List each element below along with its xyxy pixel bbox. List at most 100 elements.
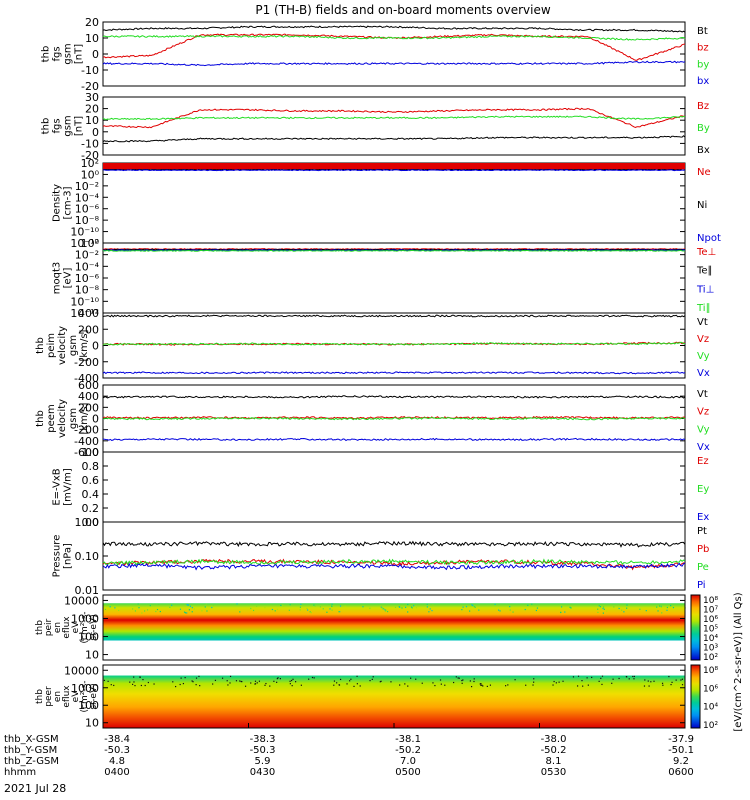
spectrogram-speck	[107, 680, 109, 682]
series-line-Ti∥	[102, 249, 686, 252]
spectrogram-speck	[645, 610, 647, 612]
y-axis-label: [eV]	[63, 268, 74, 289]
spectrogram-speck	[189, 605, 192, 607]
y-axis-label: sr-eV)	[89, 614, 99, 640]
spectrogram-speck	[250, 682, 252, 684]
spectrogram-speck	[191, 680, 193, 682]
spectrogram-speck	[308, 678, 310, 680]
legend-label: By	[697, 123, 710, 134]
spectrogram-speck	[307, 609, 309, 611]
y-tick-label: 10⁻⁴	[75, 260, 100, 273]
spectrogram-speck	[193, 608, 195, 610]
spectrogram-speck	[294, 681, 297, 683]
spectrogram-speck	[457, 677, 459, 679]
legend-label: bz	[697, 43, 709, 54]
y-tick-label: 10⁻²	[75, 249, 99, 262]
spectrogram-speck	[474, 606, 476, 608]
spectrogram-speck	[623, 611, 625, 613]
y-tick-label: 10	[85, 649, 99, 662]
series-line-Bx	[102, 135, 686, 143]
spectrogram-speck	[602, 606, 605, 608]
spectrogram-speck	[186, 612, 188, 614]
spectrogram-speck	[369, 607, 371, 609]
spectrogram-speck	[283, 605, 285, 607]
legend-label: Bt	[697, 26, 708, 37]
panel-5: 400 200 0 -200 -400 thb peim velocity gsm [km/s] V…	[35, 307, 710, 385]
spectrogram-speck	[299, 609, 301, 611]
spectrogram-speck	[339, 678, 342, 681]
y-axis-label: gsm	[63, 43, 74, 64]
colorbar-tick-label: 10²	[703, 653, 718, 663]
spectrogram-speck	[480, 684, 482, 686]
series-line-Pi	[102, 562, 686, 571]
spectrogram-speck	[169, 606, 171, 608]
spectrogram-speck	[333, 684, 335, 686]
spectrogram-speck	[171, 604, 173, 606]
spectrogram-speck	[587, 684, 589, 686]
x-tick-label: -38.1	[395, 734, 421, 745]
spectrogram-speck	[428, 611, 430, 613]
spectrogram-speck	[179, 608, 182, 610]
spectrogram-speck	[183, 611, 186, 613]
spectrogram-speck	[271, 608, 274, 611]
spectrogram-speck	[497, 609, 500, 611]
y-tick-label: -200	[74, 424, 99, 437]
spectrogram-speck	[313, 604, 315, 606]
spectrogram-speck	[265, 682, 267, 685]
spectrogram-speck	[235, 680, 238, 682]
x-tick-label: 9.2	[673, 756, 689, 767]
y-tick-label: 10000	[64, 664, 99, 677]
series-line-Vx	[102, 371, 686, 375]
y-axis-label: peem	[46, 404, 57, 432]
spectrogram-speck	[558, 681, 560, 683]
spectrogram-speck	[139, 676, 141, 678]
spectrogram-speck	[291, 685, 293, 687]
spectrogram-speck	[670, 604, 672, 607]
panel-frame	[102, 96, 686, 156]
spectrogram-speck	[599, 606, 602, 608]
spectrogram-speck	[453, 681, 455, 684]
y-tick-label: 1.00	[75, 516, 100, 529]
spectrogram-speck	[264, 606, 266, 609]
x-tick-label: 5.9	[255, 756, 271, 767]
y-tick-label: 0	[92, 340, 99, 353]
spectrogram-speck	[659, 605, 661, 607]
spectrogram-speck	[133, 681, 135, 683]
series-line-Vy	[102, 416, 686, 421]
series-line-Vt	[102, 395, 686, 399]
spectrogram-speck	[386, 610, 388, 612]
spectrogram-speck	[429, 608, 431, 610]
spectrogram-speck	[458, 677, 460, 679]
y-axis-label: E=-VxB	[52, 468, 63, 505]
y-tick-label: 0.01	[75, 584, 100, 597]
spectrogram-speck	[606, 610, 608, 612]
y-axis-label: thb	[35, 689, 45, 704]
spectrogram-speck	[494, 603, 496, 605]
spectrogram-speck	[252, 609, 255, 612]
colorbar-label: [eV/(cm^2-s-sr-eV)] (All Qs)	[733, 592, 744, 731]
spectrogram-speck	[470, 685, 473, 688]
spectrogram-speck	[479, 683, 481, 685]
spectrogram-speck	[339, 611, 341, 613]
spectrogram-speck	[144, 684, 146, 687]
spectrogram-speck	[597, 611, 599, 614]
spectrogram-speck	[533, 681, 535, 683]
spectrogram-speck	[264, 684, 266, 686]
x-tick-label: 7.0	[400, 756, 416, 767]
spectrogram-speck	[680, 679, 682, 681]
spectrogram-speck	[444, 684, 446, 686]
spectrogram-speck	[326, 611, 328, 613]
spectrogram-speck	[137, 603, 139, 605]
y-axis-label: [km/s]	[79, 402, 90, 434]
spectrogram-speck	[555, 682, 557, 684]
y-tick-label: 0.10	[75, 550, 100, 563]
y-tick-label: 10⁻¹⁰	[70, 226, 99, 239]
spectrogram-speck	[426, 603, 428, 605]
y-axis-label: [nPa]	[63, 543, 74, 569]
legend-label: Vt	[697, 317, 708, 328]
spectrogram-speck	[240, 680, 242, 683]
x-tick-label: 8.1	[546, 756, 562, 767]
spectrogram-speck	[535, 609, 537, 612]
spectrogram-speck	[274, 610, 276, 612]
y-tick-label: -200	[74, 356, 99, 369]
